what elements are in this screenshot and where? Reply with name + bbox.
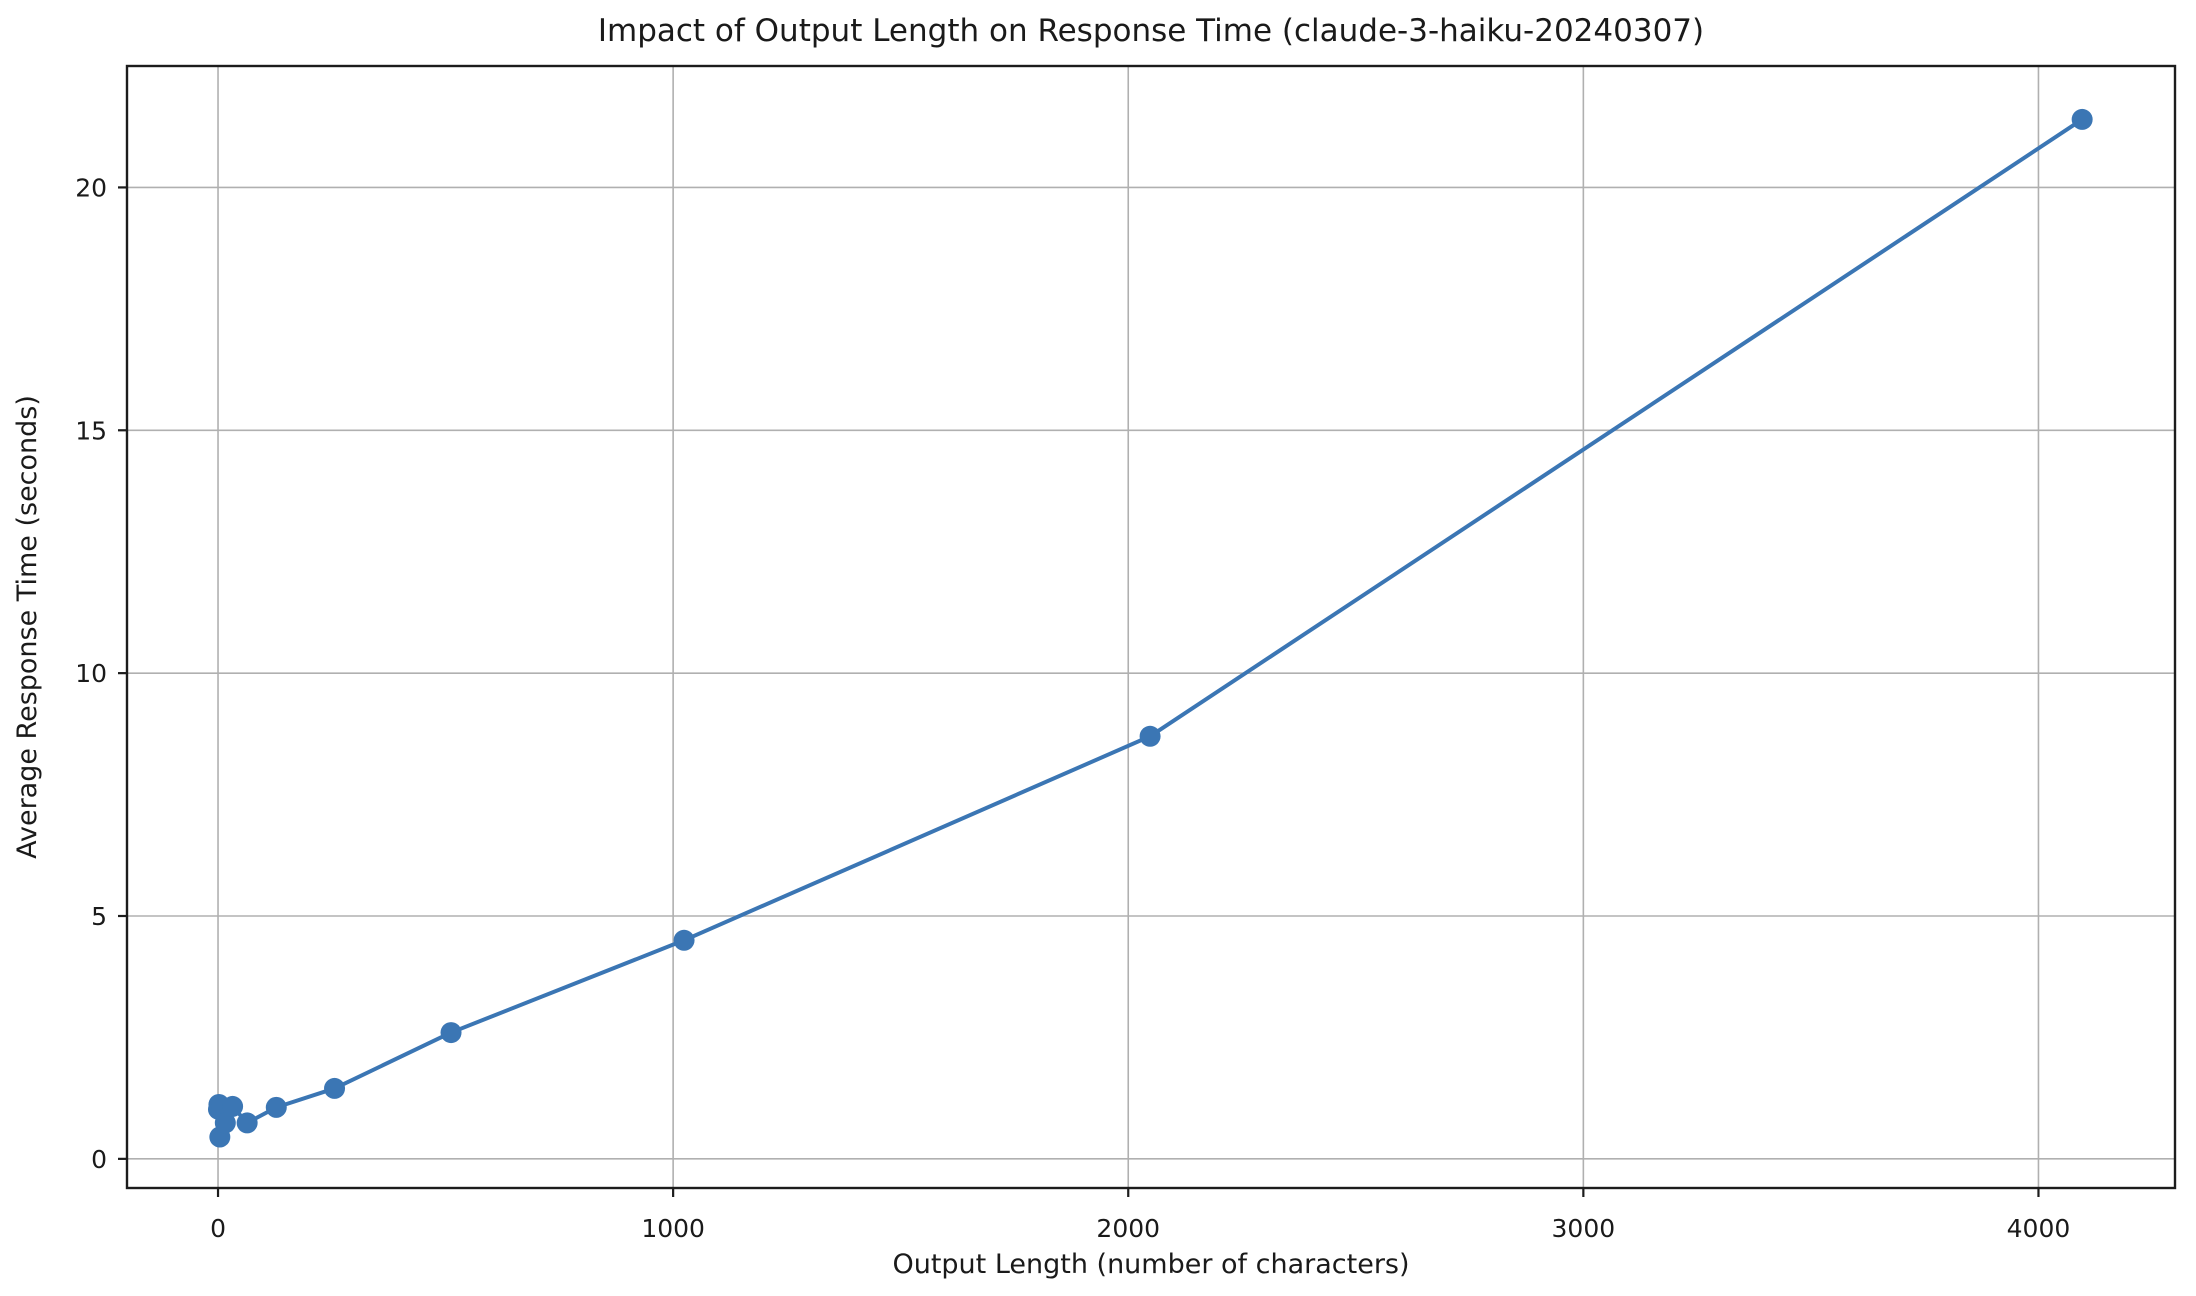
data-point [2071,108,2093,130]
data-point [222,1095,244,1117]
y-tick-label: 5 [91,902,107,931]
data-point [324,1077,346,1099]
grid-layer [127,66,2175,1188]
x-tick-label: 0 [210,1214,226,1243]
data-layer [207,108,2093,1148]
y-tick-label: 20 [75,173,107,202]
tick-label-layer: 0 1000 2000 3000 4000 0 5 10 15 20 [75,173,2070,1243]
data-point [265,1096,287,1118]
y-tick-label: 0 [91,1145,107,1174]
y-tick-label: 15 [75,416,107,445]
data-point [440,1022,462,1044]
data-point [214,1112,236,1134]
x-tick-label: 3000 [1552,1214,1616,1243]
x-tick-label: 4000 [2007,1214,2071,1243]
x-tick-label: 2000 [1096,1214,1160,1243]
data-point [236,1112,258,1134]
x-tick-label: 1000 [641,1214,705,1243]
y-axis-label: Average Response Time (seconds) [12,395,43,859]
data-line [216,117,2085,1139]
plot-border [125,64,2177,1190]
axes-layer [118,64,2177,1197]
x-axis-label: Output Length (number of characters) [892,1249,1409,1280]
data-point [1139,725,1161,747]
chart-title: Impact of Output Length on Response Time… [598,13,1704,49]
y-tick-label: 10 [75,659,107,688]
data-point [673,929,695,951]
